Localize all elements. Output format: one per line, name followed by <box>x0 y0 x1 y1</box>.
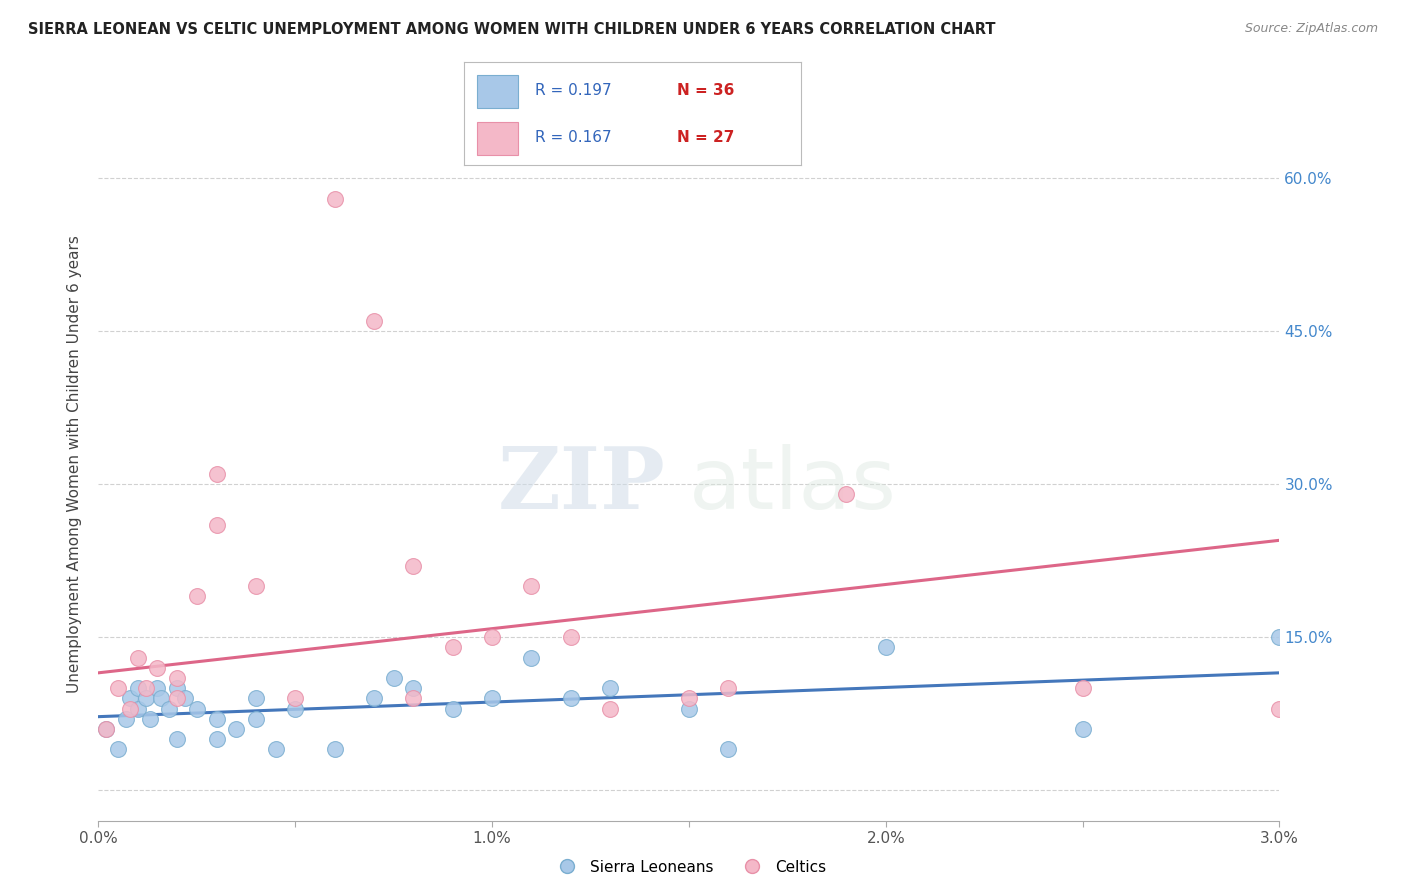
Point <box>363 691 385 706</box>
Point <box>166 681 188 695</box>
FancyBboxPatch shape <box>478 75 517 108</box>
Point <box>150 691 173 706</box>
Point <box>135 691 157 706</box>
Point <box>135 681 157 695</box>
Point <box>1071 722 1094 736</box>
Point <box>284 691 307 706</box>
Point <box>225 722 247 736</box>
Point <box>245 691 267 706</box>
Point <box>205 732 228 747</box>
Point <box>717 681 740 695</box>
Point <box>264 742 287 756</box>
Text: SIERRA LEONEAN VS CELTIC UNEMPLOYMENT AMONG WOMEN WITH CHILDREN UNDER 6 YEARS CO: SIERRA LEONEAN VS CELTIC UNEMPLOYMENT AM… <box>28 22 995 37</box>
Point <box>186 590 208 604</box>
Point <box>245 579 267 593</box>
Point <box>174 691 197 706</box>
Legend: Sierra Leoneans, Celtics: Sierra Leoneans, Celtics <box>546 854 832 880</box>
Point <box>1268 630 1291 644</box>
Point <box>323 192 346 206</box>
Point <box>363 314 385 328</box>
Point <box>166 732 188 747</box>
Point <box>118 691 141 706</box>
Point <box>875 640 897 655</box>
Y-axis label: Unemployment Among Women with Children Under 6 years: Unemployment Among Women with Children U… <box>67 235 83 693</box>
Point <box>166 671 188 685</box>
Point <box>127 650 149 665</box>
Point <box>323 742 346 756</box>
Point <box>127 681 149 695</box>
Point <box>107 681 129 695</box>
Point <box>560 630 582 644</box>
Point <box>441 701 464 715</box>
Point <box>205 467 228 481</box>
Point <box>481 691 503 706</box>
Point <box>560 691 582 706</box>
Point <box>96 722 118 736</box>
Text: atlas: atlas <box>689 443 897 527</box>
Point <box>481 630 503 644</box>
Point <box>599 701 621 715</box>
Point <box>186 701 208 715</box>
Point <box>146 681 169 695</box>
Point <box>599 681 621 695</box>
Point <box>284 701 307 715</box>
Point <box>157 701 180 715</box>
Point <box>402 558 425 573</box>
Point <box>205 712 228 726</box>
Point <box>138 712 160 726</box>
Point <box>245 712 267 726</box>
Text: N = 36: N = 36 <box>676 83 734 97</box>
Text: R = 0.197: R = 0.197 <box>534 83 612 97</box>
Point <box>835 487 858 501</box>
Point <box>1268 701 1291 715</box>
Point <box>96 722 118 736</box>
Point <box>678 701 700 715</box>
Point <box>402 691 425 706</box>
Point <box>115 712 138 726</box>
Point <box>146 661 169 675</box>
Point <box>166 691 188 706</box>
Point <box>520 650 543 665</box>
Point <box>205 518 228 533</box>
Point <box>678 691 700 706</box>
Point <box>441 640 464 655</box>
Point <box>382 671 405 685</box>
Point <box>127 701 149 715</box>
Text: Source: ZipAtlas.com: Source: ZipAtlas.com <box>1244 22 1378 36</box>
Point <box>717 742 740 756</box>
Point <box>118 701 141 715</box>
Point <box>107 742 129 756</box>
Point <box>520 579 543 593</box>
Point <box>1071 681 1094 695</box>
FancyBboxPatch shape <box>478 122 517 155</box>
Point <box>402 681 425 695</box>
Text: ZIP: ZIP <box>498 443 665 527</box>
Text: N = 27: N = 27 <box>676 130 734 145</box>
Text: R = 0.167: R = 0.167 <box>534 130 612 145</box>
